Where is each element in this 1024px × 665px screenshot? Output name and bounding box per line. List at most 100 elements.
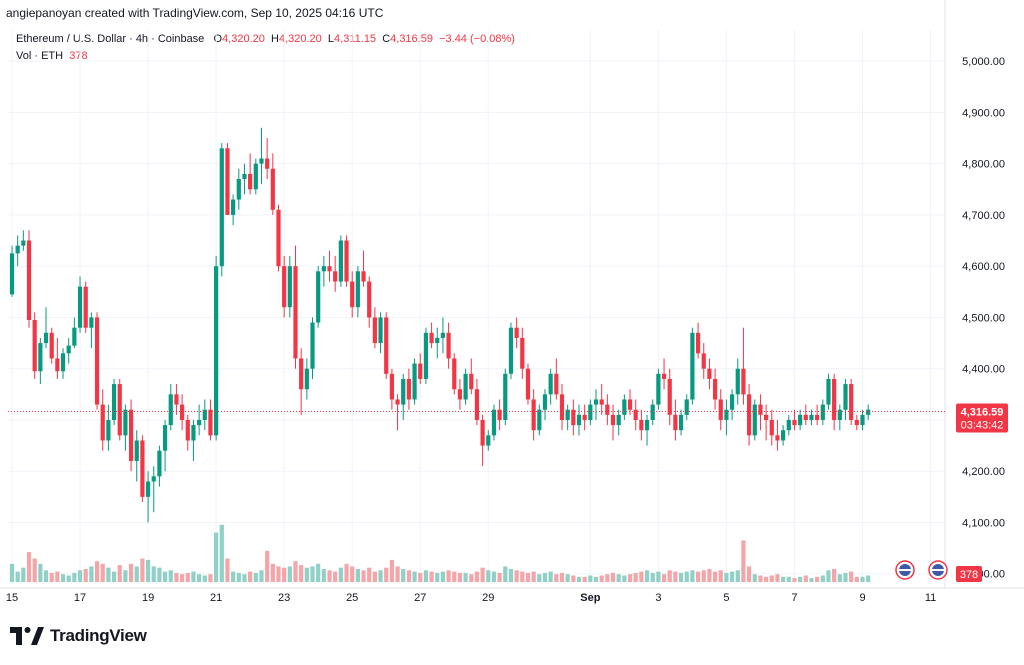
candle-body xyxy=(605,404,610,415)
volume-bar xyxy=(293,561,298,582)
volume-bar xyxy=(174,572,179,582)
high-value: 4,320.20 xyxy=(278,33,322,45)
candle-body xyxy=(695,332,701,354)
tradingview-logo-icon xyxy=(10,627,44,645)
volume-bar xyxy=(565,574,570,582)
candle-body xyxy=(849,384,854,420)
volume-bar xyxy=(491,571,497,582)
volume-bar xyxy=(843,572,848,582)
volume-bar xyxy=(72,572,77,582)
volume-value: 378 xyxy=(69,50,88,62)
candle-body xyxy=(673,414,678,431)
candle-body xyxy=(837,409,842,420)
candle-body xyxy=(667,378,672,415)
volume-bar xyxy=(259,570,264,582)
x-tick-label: 15 xyxy=(6,592,18,604)
volume-bar xyxy=(367,567,372,582)
candle-body xyxy=(656,373,661,405)
volume-bar xyxy=(389,559,394,582)
candle-body xyxy=(117,384,122,436)
candle-body xyxy=(452,358,457,390)
volume-bar xyxy=(32,558,37,582)
candle-body xyxy=(333,271,338,282)
candle-body xyxy=(145,481,151,497)
volume-bar xyxy=(355,569,360,582)
ohlc-row: Ethereum / U.S. Dollar · 4h · Coinbase O… xyxy=(16,31,515,48)
symbol-label[interactable]: Ethereum / U.S. Dollar · 4h · Coinbase xyxy=(16,33,205,45)
y-tick-label: 5,000.00 xyxy=(962,56,1005,68)
volume-bar xyxy=(134,566,139,582)
volume-bar xyxy=(781,576,786,582)
candle-body xyxy=(576,414,582,426)
x-tick-label: Sep xyxy=(580,592,600,604)
candle-body xyxy=(26,240,32,320)
candle-body xyxy=(219,148,224,267)
candle-body xyxy=(514,327,519,338)
volume-bar xyxy=(650,572,655,582)
candle-body xyxy=(66,345,71,354)
candle-body xyxy=(265,158,270,169)
x-tick-label: 25 xyxy=(346,592,358,604)
volume-bar xyxy=(55,571,60,582)
volume-bar xyxy=(758,575,763,582)
volume-bar xyxy=(480,567,485,582)
volume-bar xyxy=(270,563,275,582)
candle-body xyxy=(565,409,570,420)
volume-bar xyxy=(463,572,468,582)
volume-bar xyxy=(695,571,701,582)
volume-bar xyxy=(627,574,633,582)
candle-body xyxy=(49,332,54,359)
last-price-badge xyxy=(956,403,1008,433)
candle-body xyxy=(537,409,542,431)
candle-body xyxy=(798,414,803,426)
candle-body xyxy=(197,419,202,426)
candle-body xyxy=(571,409,576,426)
candle-body xyxy=(815,414,820,420)
candle-body xyxy=(724,409,729,420)
volume-bar xyxy=(815,576,820,582)
volume-bar xyxy=(378,570,383,582)
volume-bar xyxy=(350,566,355,582)
volume-bar xyxy=(401,569,406,582)
candle-body xyxy=(718,399,723,420)
volume-bar xyxy=(622,575,627,582)
y-tick-label: 4,700.00 xyxy=(962,210,1005,222)
candle-body xyxy=(185,419,190,441)
x-tick-label: 11 xyxy=(925,592,936,604)
candle-body xyxy=(418,363,423,379)
legend: Ethereum / U.S. Dollar · 4h · Coinbase O… xyxy=(16,31,515,65)
volume-bar xyxy=(537,574,542,582)
candle-body xyxy=(384,317,389,374)
candle-body xyxy=(151,476,156,482)
volume-bar xyxy=(588,575,593,582)
volume-bar xyxy=(162,571,168,582)
candle-body xyxy=(429,332,434,344)
volume-bar xyxy=(809,578,814,582)
volume-label[interactable]: Vol · ETH xyxy=(16,50,64,62)
candle-body xyxy=(854,419,859,426)
volume-bar xyxy=(616,574,621,582)
volume-bar xyxy=(548,571,553,582)
candle-body xyxy=(548,373,553,395)
last-price-label: 4,316.59 xyxy=(961,406,1004,418)
low-label: L xyxy=(327,33,335,45)
volume-bar xyxy=(100,563,105,582)
volume-bar xyxy=(372,571,377,582)
candle-body xyxy=(89,317,94,328)
candle-body xyxy=(792,419,797,426)
volume-bar xyxy=(180,574,185,582)
candle-body xyxy=(866,409,871,415)
candle-body xyxy=(435,337,440,344)
volume-bar xyxy=(423,570,429,582)
x-tick-label: 19 xyxy=(142,592,154,604)
candle-body xyxy=(191,425,196,441)
volume-bar xyxy=(849,571,854,582)
countdown-label: 03:43:42 xyxy=(961,419,1004,431)
candle-body xyxy=(735,368,740,395)
credit-line: angiepanoyan created with TradingView.co… xyxy=(6,6,384,20)
change-value: −3.44 (−0.08%) xyxy=(439,33,515,45)
volume-bar xyxy=(89,566,94,582)
volume-bar xyxy=(60,574,66,582)
